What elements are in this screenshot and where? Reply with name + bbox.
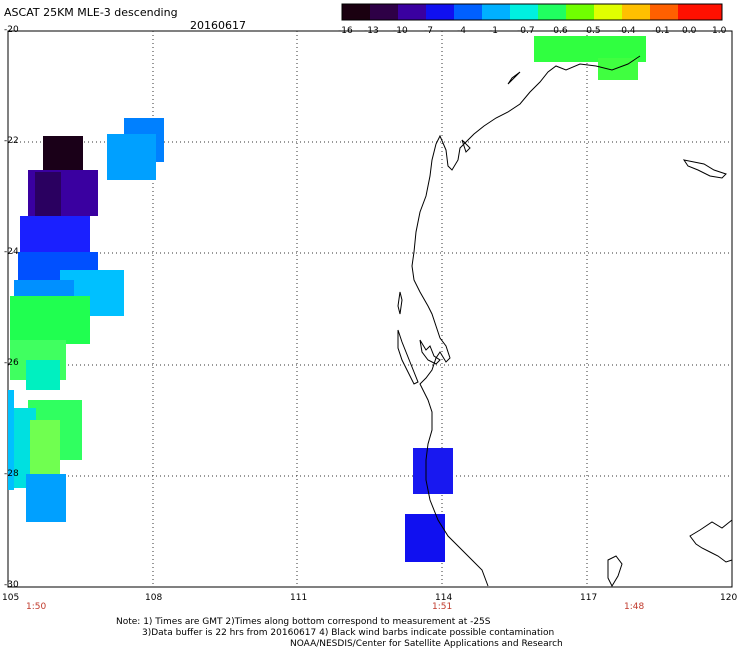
colorbar-label: 0.0	[682, 26, 697, 36]
lon-label: 117	[580, 593, 598, 603]
lat-label: -22	[4, 136, 19, 146]
colorbar-swatch	[566, 4, 594, 20]
note-line-3: NOAA/NESDIS/Center for Satellite Applica…	[290, 639, 563, 649]
colorbar-swatch	[482, 4, 510, 20]
colorbar-label: -0.1	[652, 26, 670, 36]
lat-label: -28	[4, 469, 19, 479]
colorbar-label: -0.7	[517, 26, 535, 36]
lat-label: -24	[4, 247, 19, 257]
note-line-2: 3)Data buffer is 22 hrs from 20160617 4)…	[142, 628, 555, 638]
colorbar-swatch	[342, 4, 370, 20]
colorbar-swatch	[510, 4, 538, 20]
colorbar-label: 1.0	[712, 26, 727, 36]
colorbar-swatch	[454, 4, 482, 20]
lon-label: 111	[290, 593, 308, 603]
colorbar-swatch	[650, 4, 678, 20]
map-date: 20160617	[190, 19, 246, 32]
colorbar-swatch	[426, 4, 454, 20]
colorbar-label: -13	[364, 26, 379, 36]
colorbar-swatch	[594, 4, 622, 20]
colorbar-swatch	[678, 4, 722, 20]
coastline	[397, 55, 733, 588]
colorbar-label: -16	[338, 26, 353, 36]
pass-time-label: 1:48	[624, 602, 645, 612]
lat-label: -30	[4, 580, 19, 590]
map-title: ASCAT 25KM MLE-3 descending	[4, 6, 178, 19]
colorbar-swatch	[370, 4, 398, 20]
lat-label: -20	[4, 25, 19, 35]
colorbar	[341, 3, 723, 21]
colorbar-label: -7	[424, 26, 433, 36]
colorbar-label: -4	[457, 26, 466, 36]
colorbar-swatch	[398, 4, 426, 20]
data-cells-right	[405, 36, 646, 562]
map-frame	[7, 30, 733, 588]
note-line-1: Note: 1) Times are GMT 2)Times along bot…	[116, 617, 491, 627]
colorbar-label: -1	[489, 26, 498, 36]
lon-label: 114	[435, 593, 453, 603]
colorbar-swatch	[622, 4, 650, 20]
colorbar-swatch	[538, 4, 566, 20]
data-cells-left	[8, 118, 164, 522]
colorbar-label: -0.4	[618, 26, 636, 36]
colorbar-label: -0.6	[550, 26, 568, 36]
colorbar-label: -10	[393, 26, 408, 36]
colorbar-label: -0.5	[583, 26, 601, 36]
lon-label: 105	[2, 593, 20, 603]
pass-time-label: 1:50	[26, 602, 47, 612]
lon-label: 108	[145, 593, 163, 603]
pass-time-label: 1:51	[432, 602, 453, 612]
lat-label: -26	[4, 358, 19, 368]
lon-label: 120	[720, 593, 738, 603]
